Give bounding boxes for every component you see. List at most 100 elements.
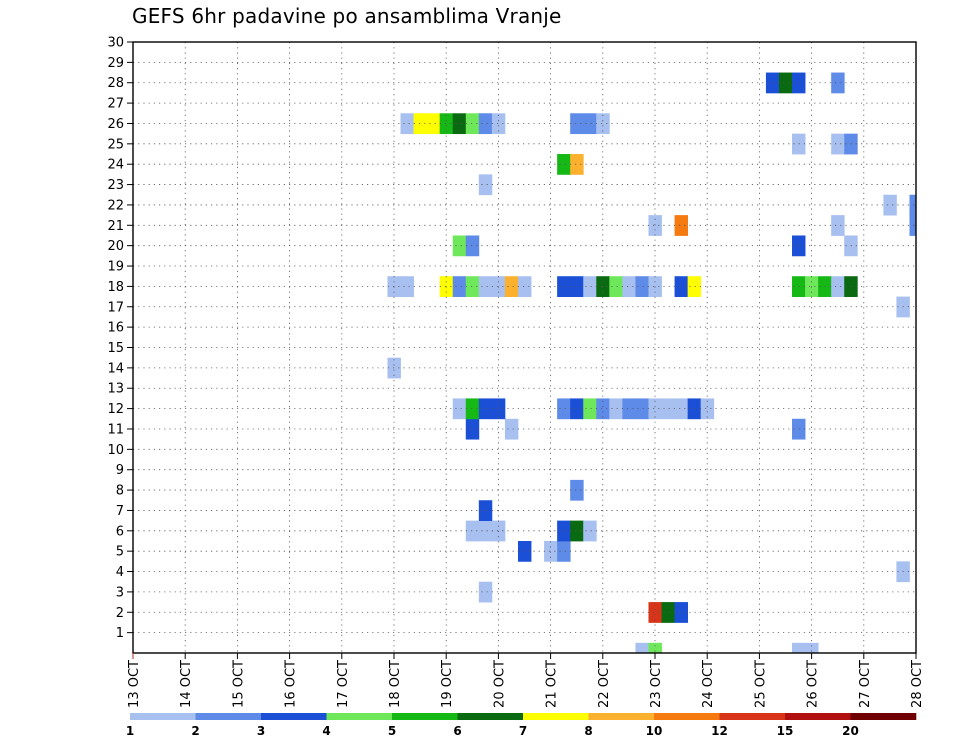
precip-cell [583, 520, 597, 542]
precip-cell [831, 72, 845, 94]
y-tick-label: 9 [116, 463, 124, 478]
legend-swatch [130, 713, 196, 720]
x-tick-label: 16 OCT [284, 660, 299, 708]
precip-cell [622, 398, 636, 420]
legend-swatch [195, 713, 262, 720]
precip-cell [465, 113, 480, 135]
precip-cell [452, 276, 467, 297]
y-tick-label: 11 [107, 422, 124, 437]
y-tick-label: 18 [107, 280, 124, 295]
precip-cell [674, 276, 689, 297]
precip-cell [570, 113, 584, 135]
legend-swatch [457, 713, 524, 720]
precip-cell [648, 215, 662, 236]
legend-label: 20 [842, 724, 859, 738]
y-tick-label: 15 [107, 341, 124, 356]
y-tick-label: 16 [107, 321, 124, 336]
precip-cell [478, 276, 493, 297]
y-tick-label: 23 [107, 178, 124, 193]
legend-label: 8 [584, 724, 592, 738]
y-tick-label: 1 [116, 626, 124, 641]
x-axis-ticks: 13 OCT 14 OCT 15 OCT 16 OCT 17 OCT 18 OCT 19 O… [127, 653, 925, 708]
precip-cell [674, 215, 689, 236]
precip-cell [504, 276, 519, 297]
y-tick-label: 13 [107, 382, 124, 397]
precip-cell [635, 642, 649, 654]
x-tick-label: 19 OCT [440, 660, 455, 708]
precip-cell [465, 520, 480, 542]
x-tick-label: 15 OCT [231, 660, 246, 708]
precip-cell [478, 520, 493, 542]
precip-cell [570, 154, 584, 175]
precip-cell [883, 194, 897, 216]
precip-cell [517, 276, 532, 297]
precip-cell [557, 398, 571, 420]
precip-cell [570, 520, 584, 542]
chart-title: GEFS 6hr padavine po ansamblima Vranje [132, 4, 562, 28]
precip-cell [635, 276, 649, 297]
y-tick-label: 8 [116, 484, 124, 499]
precip-cell [478, 113, 493, 135]
legend-swatch [392, 713, 458, 720]
precip-cell [674, 602, 689, 623]
legend-label: 6 [453, 724, 461, 738]
y-tick-label: 27 [107, 97, 124, 112]
precip-cell [557, 520, 571, 542]
precip-cell [426, 113, 441, 135]
y-tick-label: 26 [107, 117, 124, 132]
precip-cell [400, 276, 414, 297]
precip-cell [465, 235, 480, 257]
precip-cell [504, 418, 519, 440]
heatmap-cells [387, 72, 917, 654]
grid-lines [133, 42, 916, 653]
precip-cell [557, 540, 571, 562]
precip-cell [831, 276, 845, 297]
legend-swatch [850, 713, 917, 720]
precip-cell [570, 479, 584, 501]
precip-cell [909, 194, 917, 216]
x-tick-label: 23 OCT [649, 660, 664, 708]
precip-cell [831, 215, 845, 236]
legend-swatch [523, 713, 589, 720]
legend-label: 5 [388, 724, 396, 738]
precip-cell [478, 581, 493, 603]
precip-cell [909, 215, 917, 236]
precip-cell [478, 174, 493, 196]
precip-cell [609, 276, 623, 297]
y-tick-label: 17 [107, 300, 124, 315]
legend-label: 3 [257, 724, 265, 738]
legend-swatch [261, 713, 327, 720]
legend-label: 4 [322, 724, 330, 738]
x-tick-label: 22 OCT [597, 660, 612, 708]
x-tick-label: 27 OCT [858, 660, 873, 708]
y-tick-label: 2 [116, 606, 124, 621]
precip-cell [465, 418, 480, 440]
x-tick-label: 20 OCT [492, 660, 507, 708]
y-tick-label: 3 [116, 585, 124, 600]
precip-cell [687, 276, 702, 297]
y-tick-label: 10 [107, 443, 124, 458]
colorbar-legend: 1 2 3 4 5 6 7 8 10 12 15 20 [126, 713, 917, 738]
legend-swatch [719, 713, 786, 720]
y-tick-label: 5 [116, 545, 124, 560]
precip-cell [661, 602, 675, 623]
precip-cell [439, 113, 454, 135]
precip-cell [413, 113, 428, 135]
precip-cell [622, 276, 636, 297]
precip-cell [805, 642, 819, 654]
y-axis-ticks: 1234567891011121314151617181920212223242… [107, 36, 133, 641]
precip-cell [491, 113, 506, 135]
precip-cell [635, 398, 649, 420]
precip-cell [544, 540, 558, 562]
precip-cell [583, 276, 597, 297]
precip-cell [465, 398, 480, 420]
precip-cell [648, 398, 662, 420]
precip-cell [648, 602, 662, 623]
y-tick-label: 4 [116, 565, 124, 580]
y-tick-label: 12 [107, 402, 124, 417]
y-tick-label: 7 [116, 504, 124, 519]
legend-label: 10 [646, 724, 663, 738]
y-tick-label: 24 [107, 158, 124, 173]
